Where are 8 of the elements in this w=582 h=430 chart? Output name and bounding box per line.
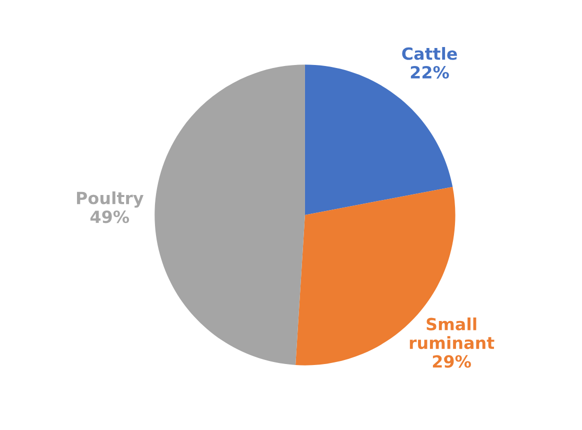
pie-slice [304, 64, 453, 215]
pie-slice [154, 64, 305, 366]
slice-label: Poultry [77, 191, 144, 208]
data-label: 49% [90, 210, 130, 224]
slice-label: Cattle [402, 47, 457, 60]
data-label: 29% [432, 355, 471, 368]
data-label: 22% [410, 66, 449, 79]
slice-label: Small ruminant [410, 318, 494, 350]
